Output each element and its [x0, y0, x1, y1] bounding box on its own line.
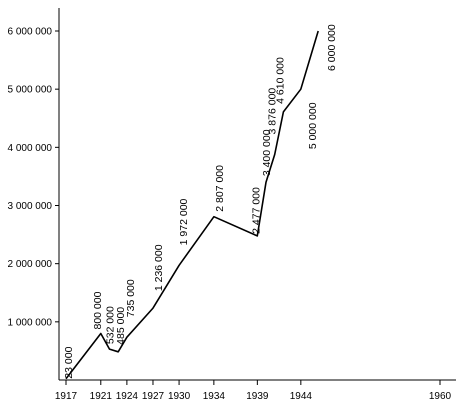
x-tick-label: 1924: [116, 391, 139, 402]
x-tick-label: 1927: [142, 391, 165, 402]
data-label: 485 000: [115, 307, 127, 345]
data-label: 3 876 000: [267, 88, 279, 135]
data-label: 4 610 000: [274, 57, 286, 104]
data-label: 6 000 000: [326, 24, 338, 71]
data-label: 1 236 000: [153, 244, 165, 291]
x-axis-ticks: 1917 1921 1924 1927 1930 1934 1939 1944 1960: [55, 380, 452, 402]
y-tick-label: 5 000 000: [8, 85, 53, 96]
data-label: 3 400 000: [261, 129, 273, 176]
data-label: 800 000: [92, 291, 104, 329]
y-tick-label: 2 000 000: [8, 259, 53, 270]
data-label: 2 477 000: [250, 187, 262, 234]
data-label: 735 000: [125, 279, 137, 317]
x-tick-label: 1930: [168, 391, 191, 402]
data-label: 23 000: [63, 346, 75, 378]
x-tick-label: 1960: [429, 391, 452, 402]
data-label: 1 972 000: [178, 198, 190, 245]
x-tick-label: 1917: [55, 391, 78, 402]
x-tick-label: 1934: [203, 391, 226, 402]
y-tick-label: 4 000 000: [8, 143, 53, 154]
y-tick-label: 1 000 000: [8, 317, 53, 328]
data-label: 5 000 000: [307, 102, 319, 149]
x-tick-label: 1939: [246, 391, 269, 402]
data-label: 532 000: [104, 306, 116, 344]
y-tick-label: 3 000 000: [8, 201, 53, 212]
series-line: [65, 30, 319, 380]
x-tick-label: 1921: [90, 391, 113, 402]
data-label: 2 807 000: [214, 165, 226, 212]
x-tick-label: 1944: [290, 391, 313, 402]
y-tick-label: 6 000 000: [8, 27, 53, 38]
y-axis-ticks: 1 000 000 2 000 000 3 000 000 4 000 000 5 00…: [8, 27, 59, 328]
